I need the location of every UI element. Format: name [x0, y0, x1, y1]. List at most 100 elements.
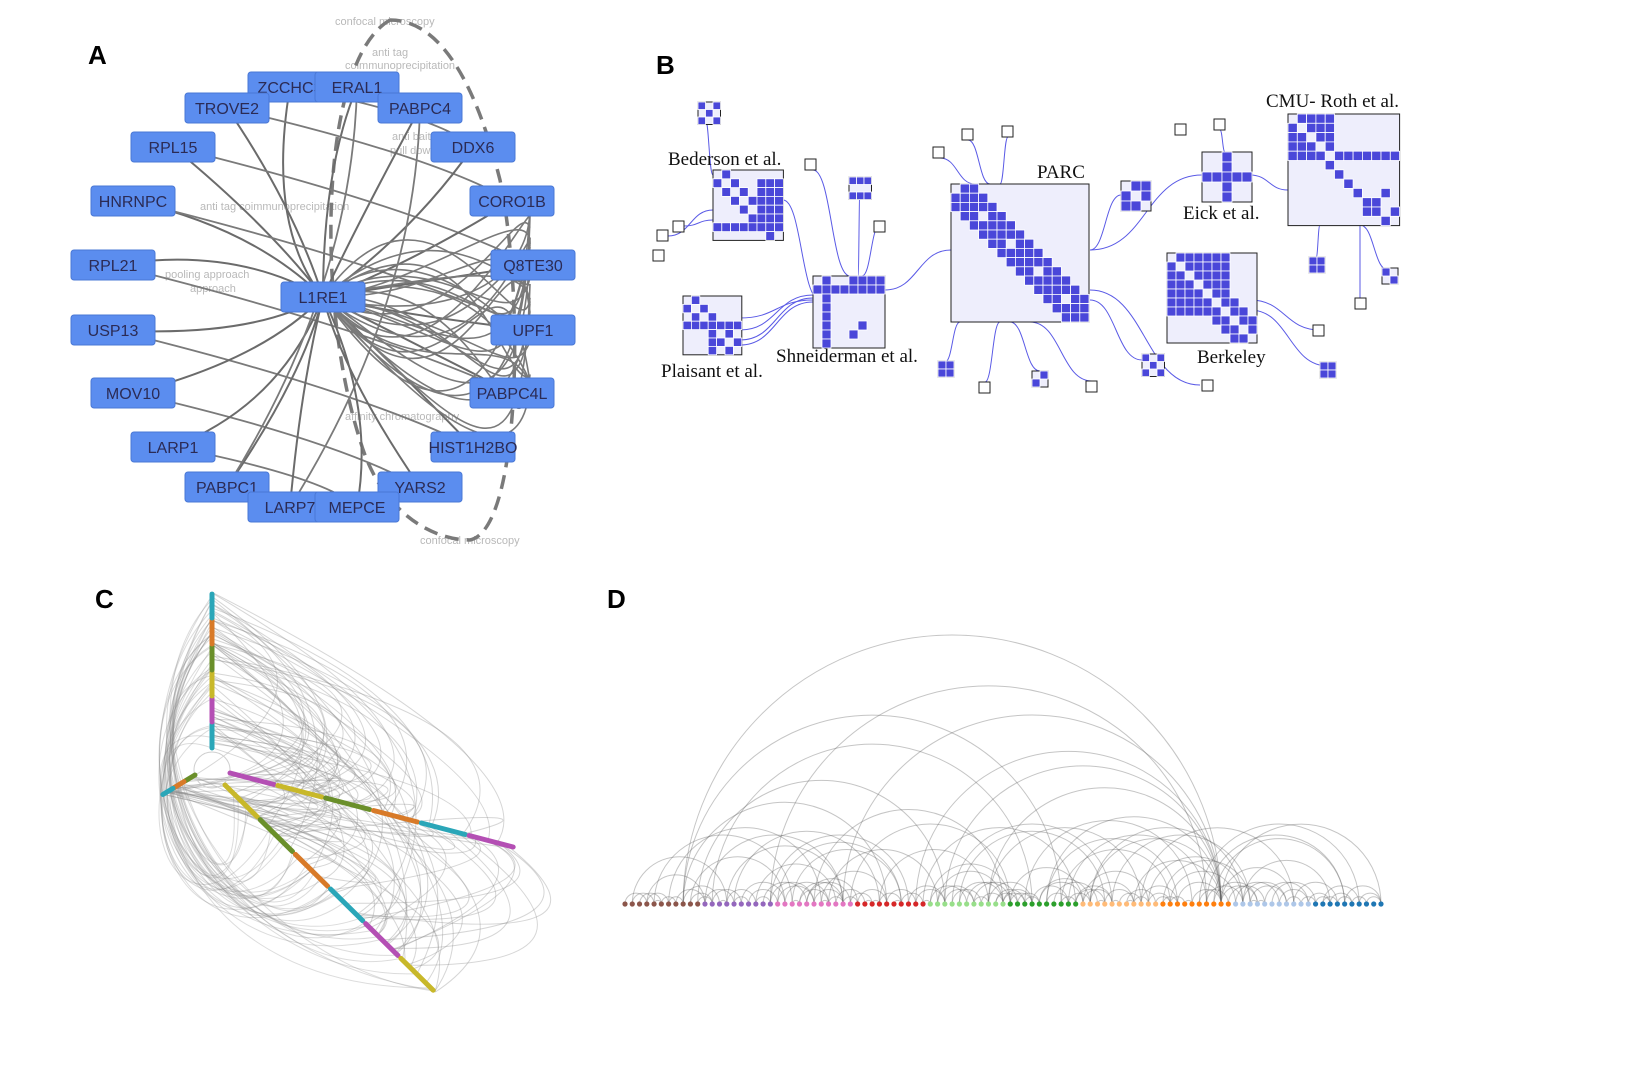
d-arc [1176, 881, 1222, 905]
a-node[interactable]: LARP1 [130, 431, 216, 463]
b-singleton[interactable] [1354, 297, 1367, 310]
a-node[interactable]: LARP7 [247, 491, 333, 523]
c-axis-segment [275, 783, 325, 800]
b-singleton[interactable] [873, 220, 886, 233]
c-edge [211, 596, 328, 818]
c-axis-segment [171, 779, 187, 791]
c-edge [166, 610, 379, 940]
c-axis-segment [328, 886, 366, 924]
a-node-label: ZCCHC3 [258, 80, 323, 97]
b-singleton[interactable] [1174, 123, 1187, 136]
b-matrix[interactable] [1201, 151, 1253, 203]
a-node[interactable]: MOV10 [90, 377, 176, 409]
c-edge [159, 595, 313, 897]
b-singleton[interactable] [1085, 380, 1098, 393]
b-matrix[interactable] [1308, 256, 1326, 274]
d-arc [1293, 882, 1338, 905]
b-singleton[interactable] [672, 220, 685, 233]
a-node[interactable]: PABPC4 [377, 92, 463, 124]
panel-c-letter: C [95, 584, 114, 614]
a-node[interactable]: DDX6 [430, 131, 516, 163]
b-matrix[interactable] [848, 176, 872, 200]
b-singleton[interactable] [804, 158, 817, 171]
b-matrix[interactable] [1319, 361, 1337, 379]
c-edge [248, 777, 340, 810]
b-singleton[interactable] [961, 128, 974, 141]
b-cell [1389, 150, 1401, 161]
b-cell [739, 187, 749, 197]
b-matrix[interactable] [1141, 353, 1165, 377]
d-arc [726, 889, 757, 905]
d-arc [958, 830, 1106, 905]
d-node [1218, 901, 1224, 907]
d-arc [711, 743, 1033, 905]
a-edge-label: approach [190, 283, 236, 295]
a-node[interactable]: MEPCE [314, 491, 400, 523]
b-singleton[interactable] [656, 229, 669, 242]
b-singleton[interactable] [1213, 118, 1226, 131]
c-edge [180, 611, 278, 785]
b-singleton[interactable] [1201, 379, 1214, 392]
d-arc [682, 885, 720, 905]
c-edge [169, 622, 331, 915]
b-matrix[interactable] [812, 275, 886, 349]
d-node [949, 901, 955, 907]
a-node[interactable]: Q8TE30 [490, 249, 576, 281]
d-node [1269, 901, 1275, 907]
b-matrix[interactable] [1166, 252, 1258, 344]
c-edge [234, 793, 456, 851]
d-arc [987, 827, 1142, 905]
a-node-label: TROVE2 [195, 101, 259, 118]
b-matrix[interactable] [1120, 180, 1152, 212]
b-matrix[interactable] [1287, 113, 1401, 227]
b-matrix[interactable] [697, 101, 721, 125]
a-nodes: ZCCHC3 ERAL1 TROVE2 PABPC4 RPL15 DDX6 HNRNPC CO… [70, 71, 576, 523]
c-edge [211, 603, 367, 792]
a-node[interactable]: HIST1H2BO [429, 431, 518, 463]
b-singleton[interactable] [652, 249, 665, 262]
d-arc [806, 881, 851, 905]
a-node[interactable]: HNRNPC [90, 185, 176, 217]
b-singleton[interactable] [978, 381, 991, 394]
a-center-node[interactable]: L1RE1 [280, 281, 366, 313]
a-center-node-label: L1RE1 [299, 290, 348, 307]
b-matrix[interactable] [712, 169, 784, 241]
a-node[interactable]: RPL21 [70, 249, 156, 281]
b-matrix[interactable] [1381, 267, 1399, 285]
b-singleton[interactable] [932, 146, 945, 159]
d-node [673, 901, 679, 907]
b-matrix[interactable] [682, 295, 743, 356]
b-matrix[interactable] [1031, 370, 1049, 388]
d-arc [951, 889, 982, 905]
a-node[interactable]: TROVE2 [184, 92, 270, 124]
d-arc [1075, 889, 1106, 905]
d-node [1305, 901, 1311, 907]
b-singleton[interactable] [1001, 125, 1014, 138]
b-singleton[interactable] [1312, 324, 1325, 337]
d-arc [639, 892, 662, 905]
b-link [1029, 321, 1093, 382]
d-node [1094, 901, 1101, 907]
b-matrix[interactable] [950, 183, 1090, 323]
b-cell [1389, 206, 1401, 217]
c-edge [166, 692, 307, 909]
c-edge [160, 647, 285, 890]
d-arc [900, 892, 924, 905]
b-label-parc: PARC [1037, 162, 1085, 183]
a-node[interactable]: USP13 [70, 314, 156, 346]
a-node[interactable]: UPF1 [490, 314, 576, 346]
c-edge [211, 672, 325, 791]
d-arc [937, 870, 1004, 905]
a-node[interactable]: RPL15 [130, 131, 216, 163]
d-node [1378, 901, 1384, 907]
a-node[interactable]: CORO1B [469, 185, 555, 217]
d-arc [798, 881, 844, 905]
a-node[interactable]: PABPC4L [469, 377, 555, 409]
c-axis-segment [363, 921, 401, 959]
d-node [1036, 901, 1042, 907]
b-matrix[interactable] [937, 360, 955, 378]
d-arc [922, 827, 1077, 905]
b-cell [712, 101, 721, 110]
